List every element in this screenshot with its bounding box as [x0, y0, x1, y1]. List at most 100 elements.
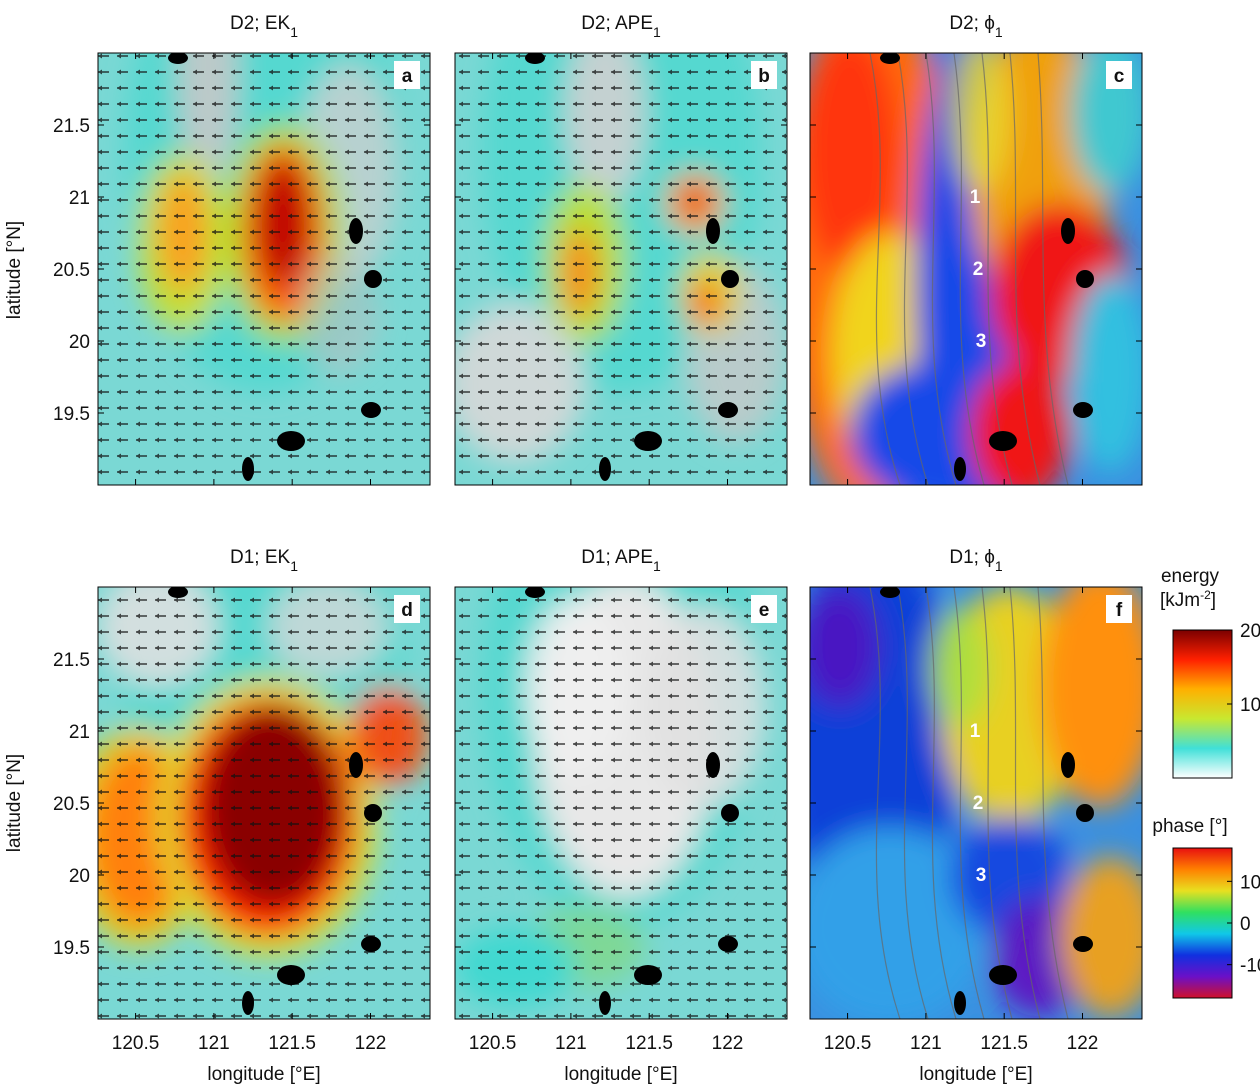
panel-title: D2; ϕ1: [949, 13, 1003, 40]
field-blob: [800, 587, 880, 707]
y-tick-label: 21.5: [53, 650, 90, 671]
island: [364, 270, 382, 288]
map-panel: [780, 537, 1160, 1027]
figure: latitude [°N] latitude [°N] D2; EK1 a 19.5…: [0, 0, 1260, 1086]
y-tick-label: 20.5: [53, 794, 90, 815]
annotation: 1: [970, 187, 981, 208]
panel-letter: c: [1114, 66, 1125, 87]
panel-letter: e: [759, 600, 770, 621]
y-tick-label: 21: [69, 722, 90, 743]
island: [364, 804, 382, 822]
island: [349, 218, 363, 244]
island: [242, 457, 254, 481]
island: [1073, 402, 1093, 418]
y-tick-label: 21.5: [53, 116, 90, 137]
x-axis-label: longitude [°E]: [207, 1064, 320, 1085]
island: [277, 965, 305, 985]
island: [718, 402, 738, 418]
island: [634, 965, 662, 985]
map-panel: [780, 0, 1150, 543]
island: [1073, 936, 1093, 952]
annotation: 1: [970, 721, 981, 742]
x-axis-label: longitude [°E]: [564, 1064, 677, 1085]
island: [1076, 804, 1094, 822]
velocity-arrows: [455, 587, 787, 1019]
island: [721, 804, 739, 822]
x-tick-label: 121.5: [268, 1033, 316, 1054]
panel-letter: f: [1116, 600, 1123, 621]
map-panel: [455, 447, 787, 1019]
island: [989, 965, 1017, 985]
island: [168, 52, 188, 64]
colorbar-tick-label: -100: [1240, 956, 1260, 977]
island: [1061, 752, 1075, 778]
y-tick-label: 20.5: [53, 260, 90, 281]
x-tick-label: 120.5: [469, 1033, 517, 1054]
y-tick-label: 20: [69, 866, 90, 887]
velocity-arrows: [98, 587, 430, 1019]
x-axis-label: longitude [°E]: [919, 1064, 1032, 1085]
map-panel: [445, 0, 787, 485]
island: [1061, 218, 1075, 244]
y-tick-label: 19.5: [53, 404, 90, 425]
x-tick-label: 120.5: [824, 1033, 872, 1054]
x-tick-label: 121.5: [980, 1033, 1028, 1054]
island: [954, 457, 966, 481]
map-panel: [98, 0, 430, 485]
island: [525, 52, 545, 64]
colorbar-label: energy: [1161, 566, 1220, 587]
annotation: 2: [973, 259, 984, 280]
x-tick-label: 122: [712, 1033, 744, 1054]
island: [718, 936, 738, 952]
island: [989, 431, 1017, 451]
colorbar-tick-label: 100: [1240, 872, 1260, 893]
colorbar-unit: [kJm-2]: [1160, 588, 1216, 611]
island: [706, 752, 720, 778]
island: [880, 586, 900, 598]
field-blob: [930, 607, 990, 727]
x-tick-label: 121.5: [625, 1033, 673, 1054]
x-tick-label: 121: [198, 1033, 230, 1054]
panel-title: D1; ϕ1: [949, 547, 1003, 574]
island: [599, 991, 611, 1015]
island: [1076, 270, 1094, 288]
map-field: [780, 537, 1160, 1027]
colorbar-tick-label: 20: [1240, 621, 1260, 642]
y-tick-label: 20: [69, 332, 90, 353]
y-axis-label: latitude [°N]: [4, 754, 25, 852]
field-blob: [950, 33, 1010, 193]
island: [706, 218, 720, 244]
x-tick-label: 122: [355, 1033, 387, 1054]
island: [954, 991, 966, 1015]
colorbar: [1173, 630, 1232, 778]
colorbar-tick-label: 10: [1240, 695, 1260, 716]
annotation: 3: [976, 331, 987, 352]
colorbar: [1173, 848, 1232, 998]
annotation: 3: [976, 865, 987, 886]
island: [242, 991, 254, 1015]
island: [277, 431, 305, 451]
annotation: 2: [973, 793, 984, 814]
x-tick-label: 121: [555, 1033, 587, 1054]
island: [525, 586, 545, 598]
field-blob: [1070, 273, 1150, 473]
y-axis-label: latitude [°N]: [4, 221, 25, 319]
panel-title: D2; EK1: [230, 13, 298, 40]
panel-letter: a: [402, 66, 413, 87]
island: [361, 936, 381, 952]
velocity-arrows: [455, 53, 787, 485]
island: [599, 457, 611, 481]
map-panel: [68, 447, 430, 1019]
panel-title: D1; EK1: [230, 547, 298, 574]
island: [721, 270, 739, 288]
panel-title: D2; APE1: [581, 13, 661, 40]
map-field: [780, 0, 1150, 543]
y-tick-label: 21: [69, 188, 90, 209]
x-tick-label: 122: [1067, 1033, 1099, 1054]
island: [168, 586, 188, 598]
colorbar-label: phase [°]: [1152, 816, 1227, 837]
island: [361, 402, 381, 418]
velocity-arrows: [98, 53, 430, 485]
island: [349, 752, 363, 778]
panel-title: D1; APE1: [581, 547, 661, 574]
